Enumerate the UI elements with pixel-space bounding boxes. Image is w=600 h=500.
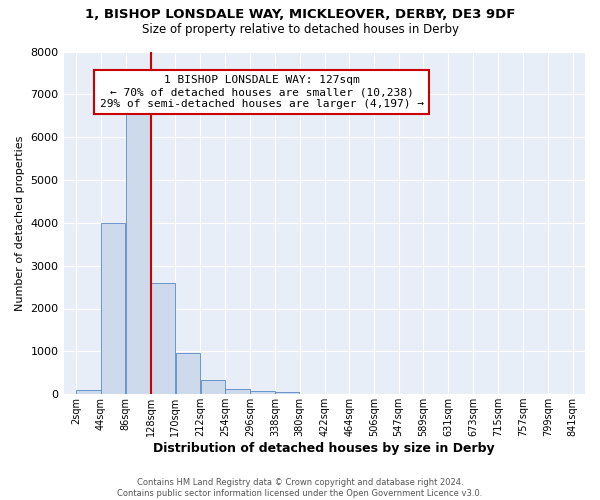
Bar (76, 390, 101, 394)
Text: Contains HM Land Registry data © Crown copyright and database right 2024.
Contai: Contains HM Land Registry data © Crown c… (118, 478, 482, 498)
Bar (226, 389, 250, 394)
Bar (275, 392, 299, 394)
Text: Size of property relative to detached houses in Derby: Size of property relative to detached ho… (142, 22, 458, 36)
Y-axis label: Number of detached properties: Number of detached properties (15, 135, 25, 310)
Bar (250, 390, 275, 394)
Bar (126, 112, 151, 394)
Bar (101, 223, 125, 394)
X-axis label: Distribution of detached houses by size in Derby: Distribution of detached houses by size … (154, 442, 495, 455)
Bar (200, 380, 225, 394)
Bar (176, 354, 200, 394)
Text: 1, BISHOP LONSDALE WAY, MICKLEOVER, DERBY, DE3 9DF: 1, BISHOP LONSDALE WAY, MICKLEOVER, DERB… (85, 8, 515, 20)
Bar (151, 283, 175, 394)
Text: 1 BISHOP LONSDALE WAY: 127sqm
← 70% of detached houses are smaller (10,238)
29% : 1 BISHOP LONSDALE WAY: 127sqm ← 70% of d… (100, 76, 424, 108)
